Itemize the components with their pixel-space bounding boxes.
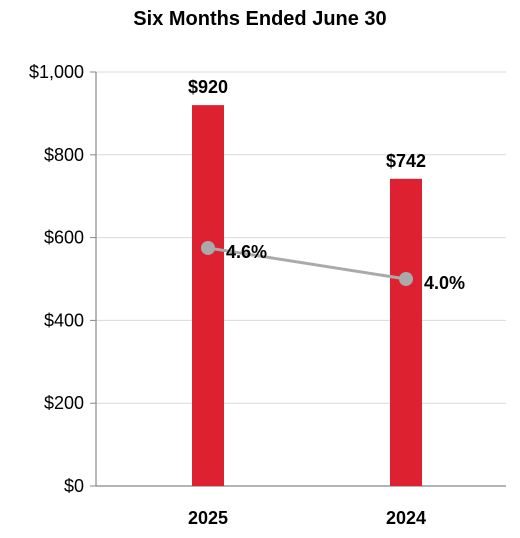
y-tick-label: $1,000 bbox=[29, 62, 84, 82]
percent-point bbox=[201, 240, 215, 255]
percent-label: 4.6% bbox=[226, 242, 267, 262]
bar bbox=[390, 178, 422, 486]
chart-title: Six Months Ended June 30 bbox=[133, 8, 387, 30]
y-tick-label: $800 bbox=[44, 145, 84, 165]
y-tick-label: $0 bbox=[64, 476, 84, 496]
bar bbox=[192, 105, 224, 487]
percent-line bbox=[207, 246, 407, 281]
bar-value-label: $920 bbox=[188, 77, 228, 97]
y-tick-label: $600 bbox=[44, 228, 84, 248]
x-category-label: 2024 bbox=[386, 508, 426, 528]
y-tick-label: $400 bbox=[44, 310, 84, 330]
bar-value-label: $742 bbox=[386, 151, 426, 171]
percent-point bbox=[399, 272, 413, 286]
x-category-label: 2025 bbox=[188, 508, 228, 528]
y-tick-label: $200 bbox=[44, 393, 84, 413]
percent-label: 4.0% bbox=[424, 273, 465, 293]
